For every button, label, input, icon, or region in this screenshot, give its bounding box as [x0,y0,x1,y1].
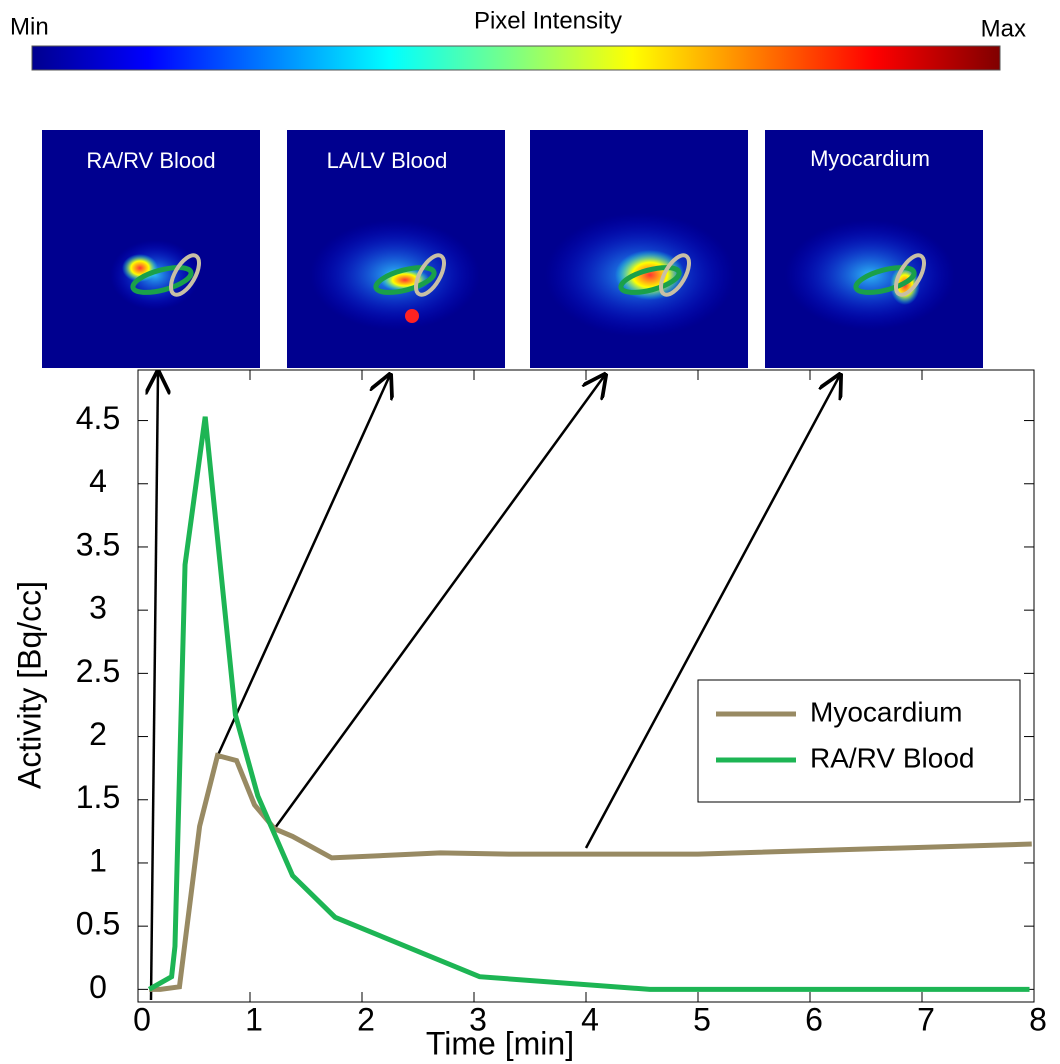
y-tick-label: 2.5 [76,653,120,689]
x-tick-label: 2 [357,1001,375,1037]
y-tick-label: 1.5 [76,779,120,815]
colorbar-max: Max [981,15,1026,42]
panel-label: LA/LV Blood [327,148,448,173]
x-tick-label: 1 [245,1001,263,1037]
panel-label: Myocardium [810,146,930,171]
y-tick-label: 0 [89,969,107,1005]
x-tick-label: 4 [581,1001,599,1037]
legend-label: Myocardium [810,696,962,727]
x-tick-label: 7 [917,1001,935,1037]
legend-label: RA/RV Blood [810,742,974,773]
colorbar-title: Pixel Intensity [474,7,622,34]
x-tick-label: 8 [1029,1001,1047,1037]
y-tick-label: 2 [89,716,107,752]
y-tick-label: 4 [89,463,107,499]
y-axis-label: Activity [Bq/cc] [11,581,47,789]
colorbar [32,46,1000,70]
panel-label: RA/RV Blood [86,148,215,173]
y-tick-label: 3 [89,590,107,626]
x-tick-label: 6 [805,1001,823,1037]
x-axis-label: Time [min] [426,1025,574,1061]
panels: RA/RV Blood LA/LV Blood Myocardium [42,130,983,368]
y-tick-label: 1 [89,842,107,878]
y-tick-label: 3.5 [76,526,120,562]
y-tick-label: 0.5 [76,906,120,942]
x-tick-label: 5 [693,1001,711,1037]
figure: Min Pixel Intensity Max RA/RV Blood LA/L… [0,0,1060,1064]
x-tick-label: 0 [133,1001,151,1037]
colorbar-min: Min [10,13,49,40]
y-tick-label: 4.5 [76,400,120,436]
panel [530,130,748,368]
